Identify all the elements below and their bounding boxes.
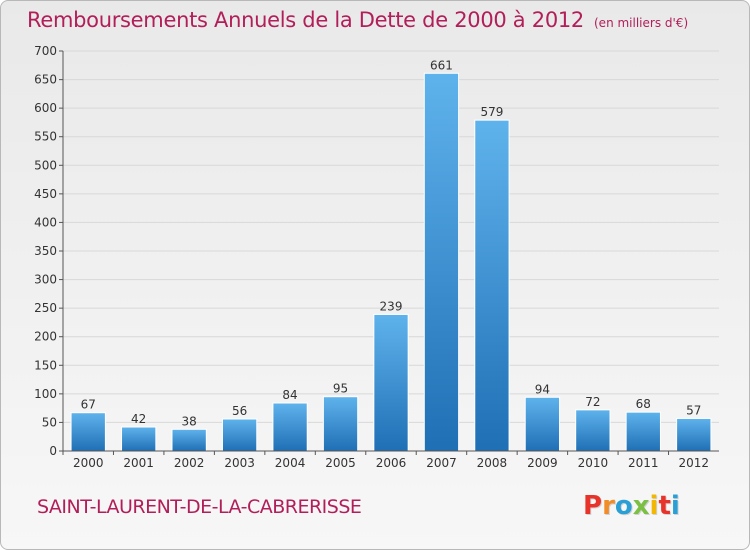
x-tick-label: 2009 [527,456,558,470]
brand-letter: x [632,491,650,521]
bar-2005 [322,396,359,452]
x-tick-labels: 2000 2001 2002 2003 2004 2005 2006 2007 2008 2009… [62,451,709,470]
y-tick-label: 50 [42,415,57,429]
y-tick-label: 700 [34,44,57,58]
data-label-2011: 68 [636,397,651,411]
chart-subtitle: (en milliers d'€) [594,16,689,30]
brand-letter: P [583,491,603,521]
data-label-2003: 56 [232,404,247,418]
bar-2001 [121,426,157,452]
data-label-2004: 84 [282,388,297,402]
y-tick-label: 550 [34,130,57,144]
data-label-2009: 94 [535,382,550,396]
bar-2011 [625,411,661,452]
x-tick-label: 2006 [376,456,407,470]
x-tick-label: 2011 [628,456,659,470]
data-label-2010: 72 [585,395,600,409]
data-label-2001: 42 [131,412,146,426]
data-label-2005: 95 [333,382,348,396]
bar-2002 [171,428,207,452]
x-tick-label: 2002 [174,456,205,470]
bar-2003 [221,418,258,452]
y-tick-label: 400 [34,215,57,229]
data-label-2002: 38 [182,414,197,428]
brand-letter: r [602,491,615,521]
data-label-2007: 661 [430,58,453,72]
bar-2012 [676,417,712,452]
bar-2010 [575,409,611,452]
data-label-2008: 579 [480,105,503,119]
x-tick-label: 2000 [73,456,104,470]
place-name: SAINT-LAURENT-DE-LA-CABRERISSE [37,496,362,518]
bar-2000 [70,412,106,452]
x-tick-label: 2005 [325,456,356,470]
y-tick-label: 100 [34,387,57,401]
brand-letter: o [614,491,633,521]
brand-letter: i [670,491,680,521]
bar-2009 [524,396,561,452]
data-label-2006: 239 [380,299,403,313]
chart-title: Remboursements Annuels de la Dette de 20… [27,8,688,32]
chart-title-main: Remboursements Annuels de la Dette de 20… [27,8,584,32]
x-tick-label: 2004 [275,456,306,470]
x-tick-label: 2001 [123,456,154,470]
x-tick-label: 2008 [477,456,508,470]
x-tick-label: 2003 [224,456,255,470]
bar-2006 [373,313,409,452]
y-tick-label: 650 [34,73,57,87]
y-tick-label: 600 [34,101,57,115]
y-tick-label: 0 [49,444,57,458]
y-tick-label: 300 [34,273,57,287]
axes [62,51,719,452]
y-tick-label: 250 [34,301,57,315]
y-tick-label: 350 [34,244,57,258]
x-tick-label: 2010 [578,456,609,470]
brand-logo: Proxiti [583,491,680,521]
data-label-2012: 57 [686,403,701,417]
bars [70,72,712,452]
y-tick-label: 150 [34,358,57,372]
y-tick-labels: 0 50 100 150 200 250 300 350 400 450 500 550 600 650 7… [34,44,57,458]
bar-2004 [272,402,308,452]
data-label-2000: 67 [81,398,96,412]
x-tick-label: 2007 [426,456,457,470]
brand-letter: i [649,491,659,521]
bar-2007 [423,72,460,452]
bar-2008 [474,119,510,452]
brand-letter: t [658,491,671,521]
data-labels: 67 42 38 56 84 95 239 661 579 94 72 68 57 [81,58,702,428]
y-tick-label: 200 [34,330,57,344]
y-tick-label: 450 [34,187,57,201]
y-tick-label: 500 [34,158,57,172]
x-tick-label: 2012 [678,456,709,470]
